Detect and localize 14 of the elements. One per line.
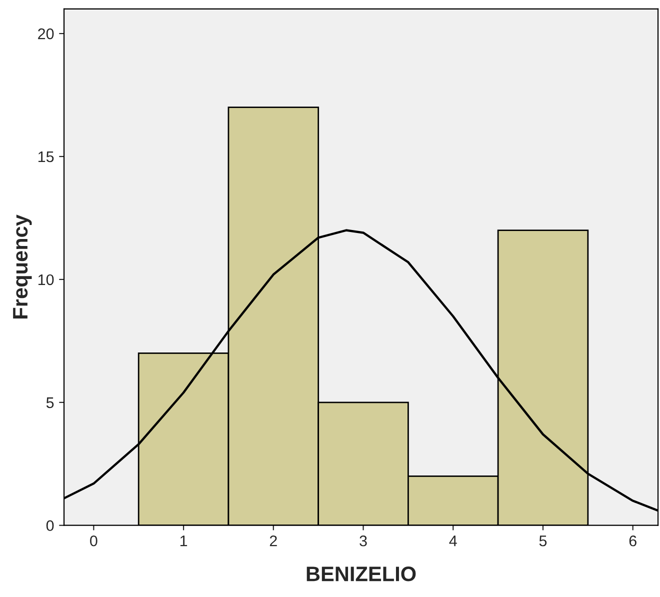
x-tick-label: 2 [270, 535, 277, 546]
x-axis-title: BENIZELIO [306, 566, 416, 582]
y-tick-label: 5 [46, 397, 54, 408]
x-tick-label: 6 [629, 535, 636, 546]
y-tick-label: 20 [38, 28, 54, 40]
y-axis-title: Frequency [13, 214, 32, 318]
x-tick-label: 4 [449, 536, 457, 546]
x-tick-label: 0 [90, 535, 98, 546]
y-tick-label: 0 [46, 520, 54, 532]
x-tick-label: 1 [180, 536, 188, 546]
x-tick-label: 3 [360, 535, 367, 546]
y-tick-label: 15 [38, 152, 54, 162]
y-tick-label: 10 [38, 274, 54, 286]
x-tick-label: 5 [539, 536, 547, 546]
